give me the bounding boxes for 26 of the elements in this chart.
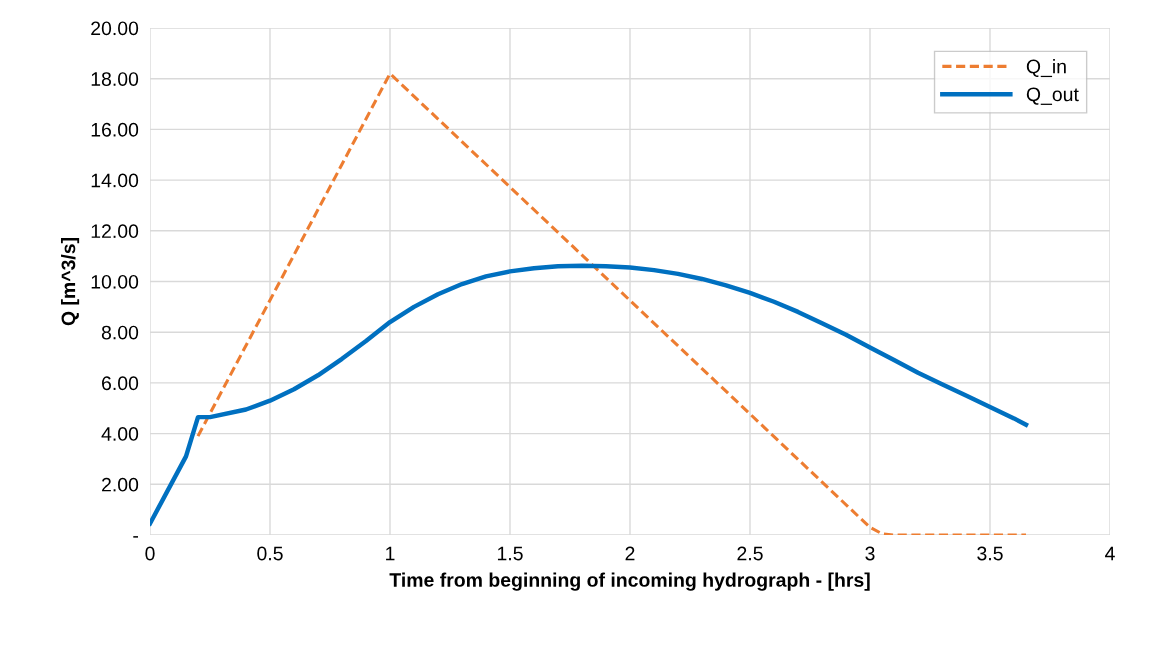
y-tick-label: 12.00 xyxy=(91,224,139,239)
x-tick-label: 3 xyxy=(865,546,875,561)
x-tick-label: 0.5 xyxy=(257,546,283,561)
legend-label: Q_out xyxy=(1026,87,1079,105)
x-tick-label: 4 xyxy=(1105,546,1115,561)
line-series xyxy=(196,72,1028,535)
y-tick-label: 10.00 xyxy=(91,274,139,289)
y-tick-label: 4.00 xyxy=(101,427,139,441)
y-axis-title: Q [m^3/s] xyxy=(61,238,80,326)
x-axis-title: Time from beginning of incoming hydrograph - [hrs] xyxy=(389,572,870,591)
y-tick-label: 8.00 xyxy=(101,325,139,340)
y-tick-label: 18.00 xyxy=(91,72,139,86)
x-tick-label: 0 xyxy=(145,546,155,561)
legend-label: Q_in xyxy=(1026,59,1066,78)
y-tick-label: 16.00 xyxy=(91,122,139,137)
y-tick-label: - xyxy=(133,536,139,538)
y-tick-label: 6.00 xyxy=(102,376,139,391)
x-tick-label: 3.5 xyxy=(977,546,1003,561)
y-tick-label: 14.00 xyxy=(91,173,139,188)
x-tick-label: 1 xyxy=(386,546,395,561)
x-tick-label: 2 xyxy=(625,546,635,561)
x-tick-label: 1.5 xyxy=(497,546,523,561)
x-tick-label: 2.5 xyxy=(737,546,763,561)
line-series xyxy=(150,263,1029,526)
y-tick-label: 2.00 xyxy=(102,477,139,492)
y-tick-label: 20.00 xyxy=(91,21,139,36)
